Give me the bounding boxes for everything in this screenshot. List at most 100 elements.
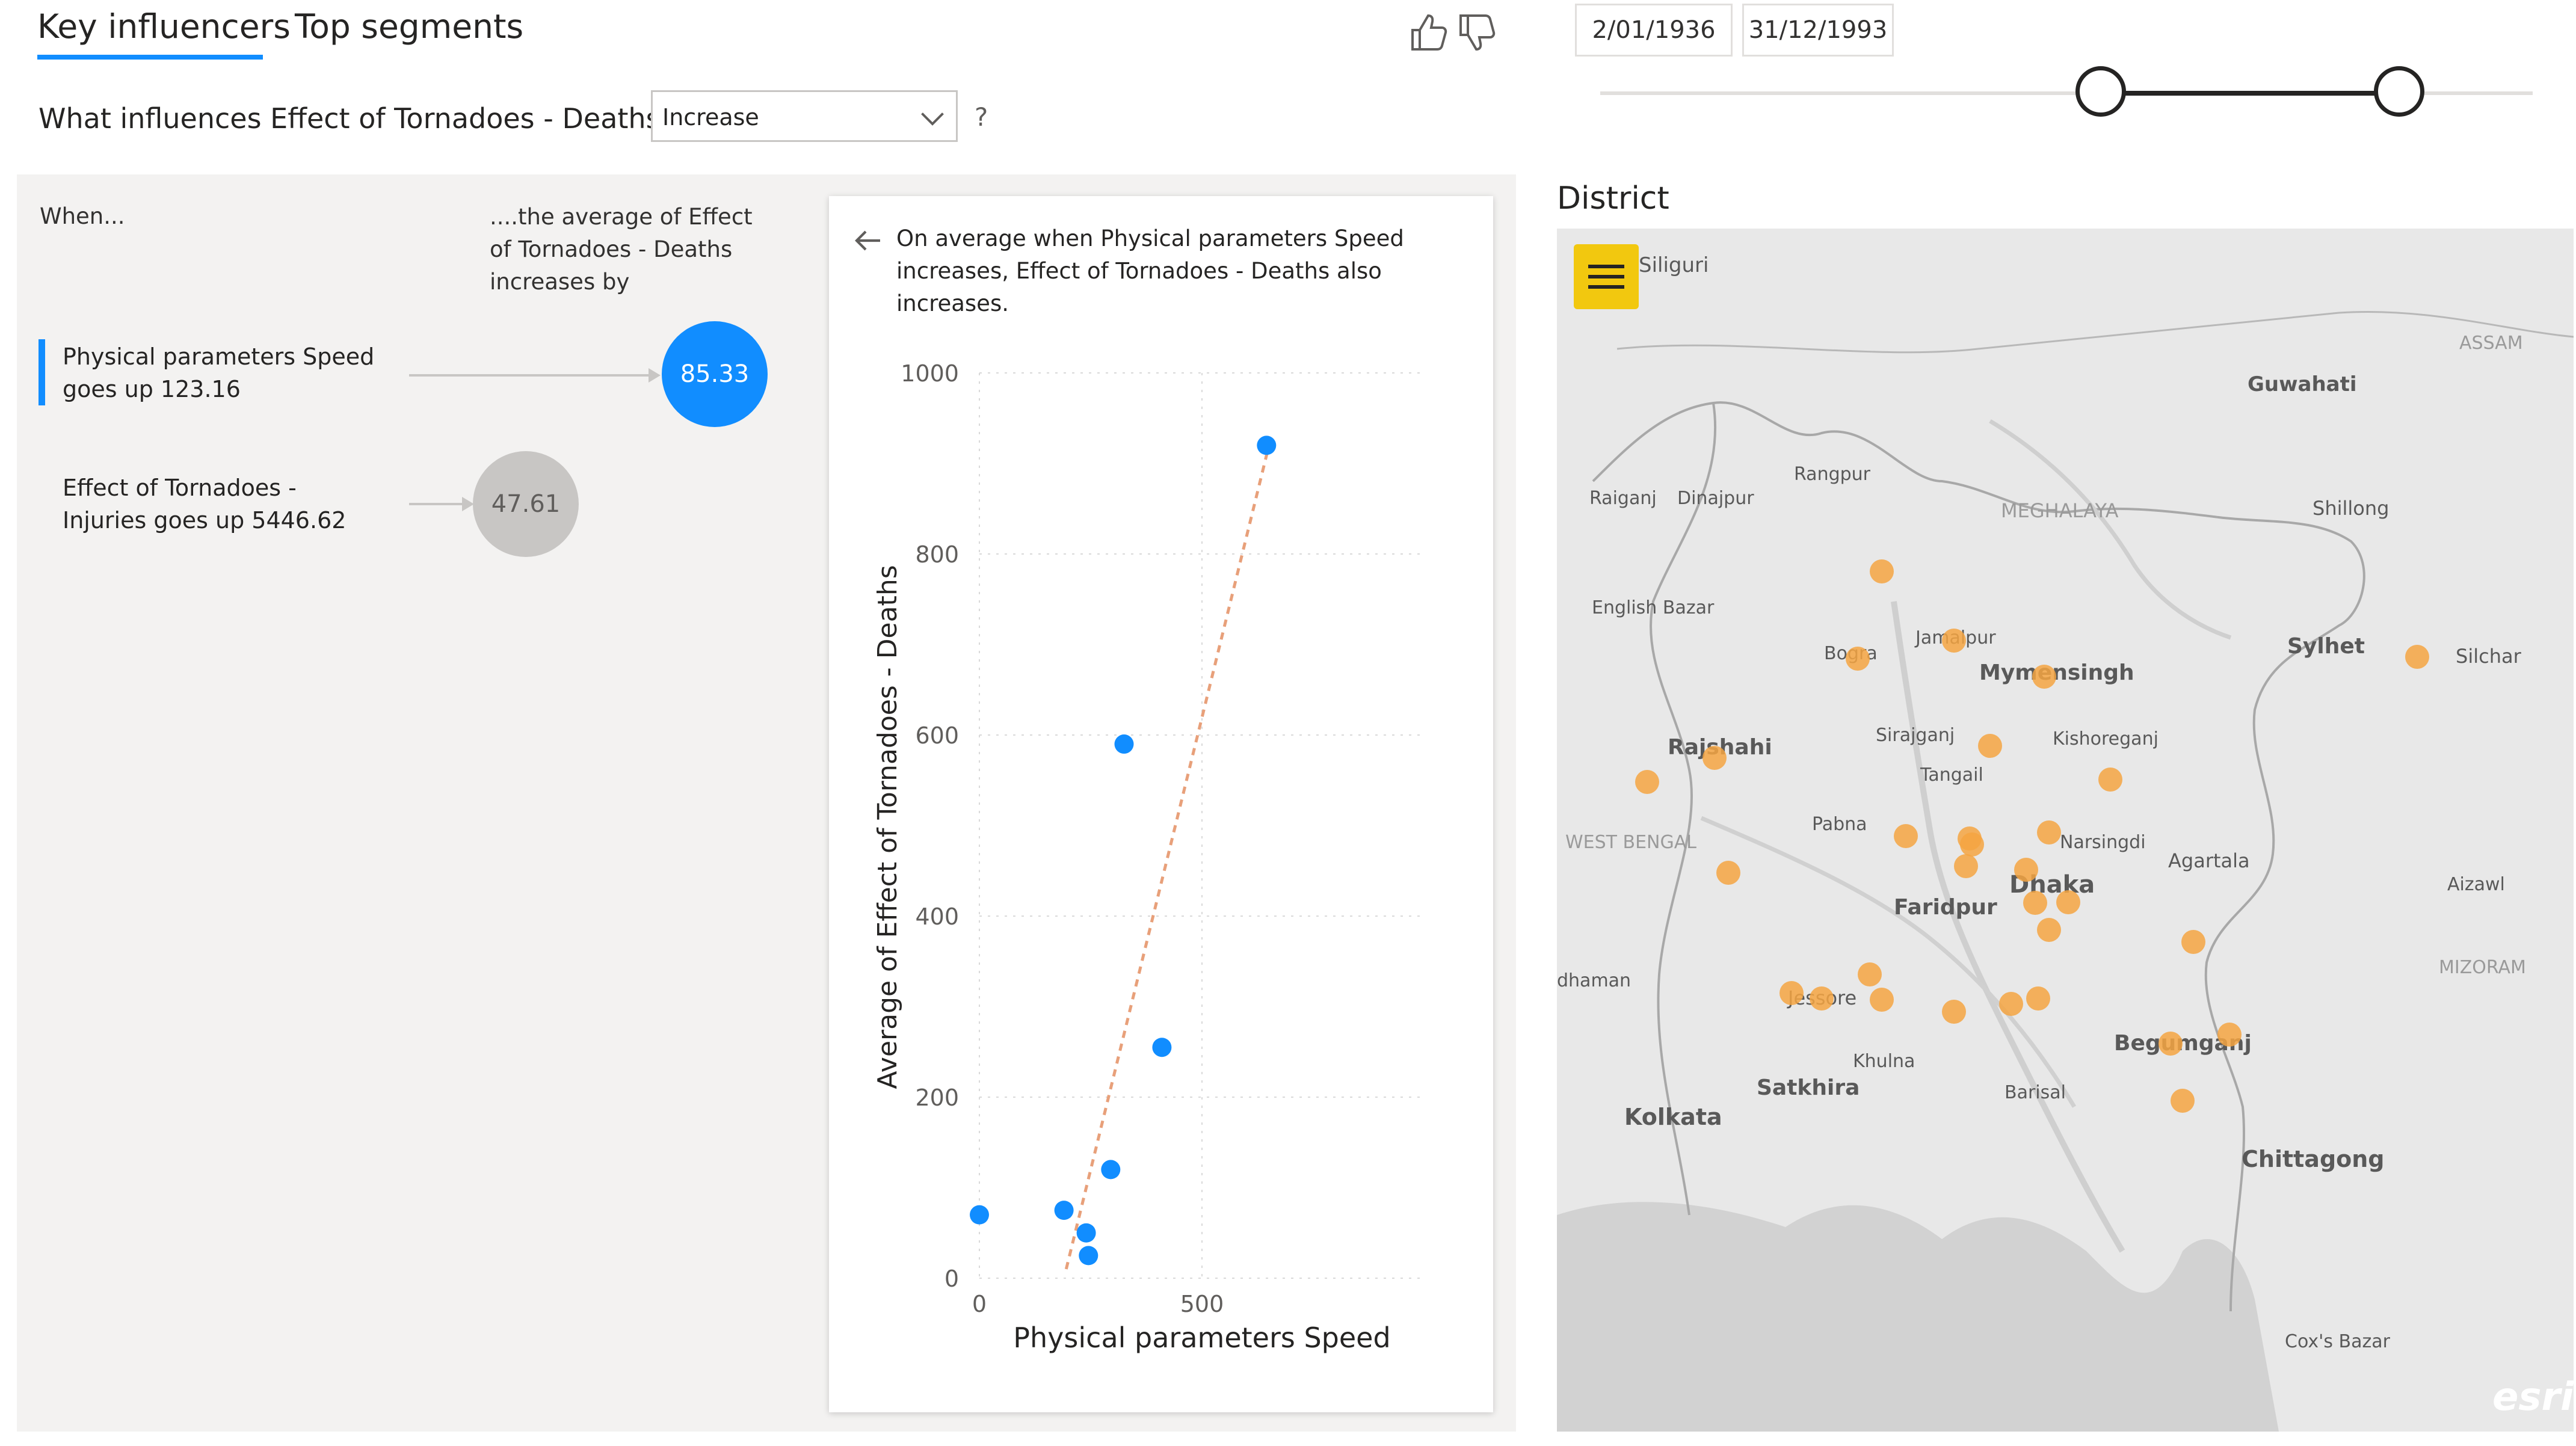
- date-slider-track[interactable]: [1600, 91, 2533, 95]
- speed-deaths-scatter-chart: 0 200 400 600 800 1000 0 500 Physical paramete…: [872, 360, 1425, 1354]
- y-tick-label: 200: [915, 1084, 959, 1111]
- trend-line: [1064, 449, 1269, 1270]
- map-label: Silchar: [2456, 645, 2522, 668]
- map-label: Dinajpur: [1677, 488, 1754, 509]
- district-marker[interactable]: [2171, 1089, 2195, 1113]
- scatter-point: [1054, 1201, 1074, 1220]
- y-axis-label: Average of Effect of Tornadoes - Deaths: [872, 565, 903, 1089]
- back-arrow-icon[interactable]: [849, 223, 886, 259]
- district-marker[interactable]: [1942, 629, 1966, 653]
- date-slider-end-handle[interactable]: [2374, 66, 2424, 117]
- district-marker[interactable]: [2217, 1023, 2242, 1047]
- country-border: [1592, 401, 2365, 1312]
- northern-border: [1616, 310, 2574, 354]
- river-brahmaputra: [1989, 419, 2232, 640]
- chevron-down-icon: [921, 112, 944, 126]
- map-label: Cox's Bazar: [2285, 1331, 2391, 1352]
- map-label: Faridpur: [1894, 895, 1997, 920]
- district-marker[interactable]: [1942, 1000, 1966, 1024]
- y-tick-label: 400: [915, 903, 959, 930]
- map-label: Sirajganj: [1876, 725, 1955, 746]
- district-marker[interactable]: [2405, 645, 2429, 669]
- date-start-input[interactable]: 2/01/1936: [1575, 4, 1733, 57]
- map-label: Mymensingh: [1979, 660, 2134, 685]
- thumbs-up-icon[interactable]: [1405, 8, 1453, 57]
- district-marker[interactable]: [1779, 981, 1804, 1005]
- map-menu-button[interactable]: [1574, 244, 1639, 309]
- scatter-point: [1114, 734, 1134, 754]
- district-marker[interactable]: [2181, 930, 2205, 954]
- x-axis-label: Physical parameters Speed: [1013, 1321, 1390, 1354]
- connector-arrow-icon: [649, 368, 661, 383]
- influence-question: What influences Effect of Tornadoes - De…: [39, 102, 697, 135]
- district-marker[interactable]: [1870, 559, 1894, 583]
- district-marker[interactable]: [1810, 986, 1834, 1011]
- scatter-point: [1076, 1223, 1096, 1243]
- influencer-injuries-bubble[interactable]: 47.61: [473, 451, 579, 557]
- influencer-speed-bubble[interactable]: 85.33: [662, 321, 768, 427]
- tab-top-segments[interactable]: Top segments: [295, 7, 524, 46]
- map-label: English Bazar: [1592, 597, 1715, 618]
- west-border: [1650, 402, 1717, 1216]
- district-marker[interactable]: [2037, 918, 2061, 942]
- influencer-speed-line2: goes up 123.16: [63, 376, 241, 402]
- date-slider-start-handle[interactable]: [2075, 66, 2126, 117]
- map-label: Satkhira: [1757, 1075, 1860, 1100]
- influencer-detail-text: On average when Physical parameters Spee…: [896, 226, 1404, 316]
- influencer-injuries-line1: Effect of Tornadoes -: [63, 475, 297, 501]
- influencer-injuries[interactable]: Effect of Tornadoes - Injuries goes up 5…: [63, 472, 346, 537]
- tab-key-influencers[interactable]: Key influencers: [37, 7, 291, 46]
- scatter-point: [1257, 435, 1277, 455]
- direction-dropdown[interactable]: Increase: [651, 90, 958, 142]
- district-marker[interactable]: [1978, 734, 2002, 758]
- district-map[interactable]: Siliguri ASSAM Guwahati Rangpur Raiganj …: [1557, 229, 2574, 1432]
- x-axis-ticks: 0 500: [972, 1291, 1224, 1317]
- map-label: Aizawl: [2447, 874, 2505, 895]
- scatter-point: [1079, 1246, 1098, 1266]
- district-marker[interactable]: [2158, 1032, 2183, 1056]
- district-marker[interactable]: [1954, 854, 1978, 878]
- district-marker[interactable]: [1960, 832, 1984, 857]
- map-label: MIZORAM: [2439, 957, 2526, 978]
- scatter-point: [1101, 1160, 1121, 1180]
- direction-dropdown-value: Increase: [662, 104, 759, 131]
- district-marker[interactable]: [2014, 858, 2038, 882]
- map-label: Agartala: [2168, 849, 2250, 872]
- influencer-injuries-line2: Injuries goes up 5446.62: [63, 507, 347, 534]
- map-label: Rangpur: [1794, 464, 1871, 485]
- date-slider-range: [2106, 91, 2400, 96]
- help-icon[interactable]: ?: [975, 102, 988, 132]
- district-marker[interactable]: [2026, 986, 2050, 1011]
- y-axis-ticks: 0 200 400 600 800 1000: [901, 360, 959, 1292]
- bay-of-bengal: [1557, 1202, 2279, 1432]
- scatter-points: [970, 435, 1277, 1266]
- map-label: Pabna: [1812, 814, 1867, 835]
- influencer-speed[interactable]: Physical parameters Speed goes up 123.16: [63, 340, 374, 405]
- influencer-speed-connector: [409, 374, 650, 377]
- map-label: Khulna: [1853, 1051, 1915, 1072]
- map-label: MEGHALAYA: [2001, 499, 2119, 522]
- district-marker[interactable]: [1702, 746, 1727, 770]
- district-markers[interactable]: [1635, 559, 2429, 1113]
- map-label: Kolkata: [1624, 1104, 1722, 1130]
- map-label: Shillong: [2313, 497, 2389, 520]
- esri-logo: esri: [2492, 1375, 2574, 1420]
- district-marker[interactable]: [2037, 820, 2061, 845]
- x-tick-label: 0: [972, 1291, 987, 1317]
- district-marker[interactable]: [1870, 988, 1894, 1012]
- district-marker[interactable]: [1716, 861, 1740, 885]
- district-marker[interactable]: [2056, 890, 2080, 914]
- district-marker[interactable]: [2098, 768, 2122, 792]
- district-marker[interactable]: [1894, 824, 1918, 848]
- thumbs-down-icon[interactable]: [1453, 8, 1502, 57]
- map-label: Guwahati: [2248, 372, 2357, 396]
- date-end-input[interactable]: 31/12/1993: [1742, 4, 1894, 57]
- district-marker[interactable]: [1999, 992, 2023, 1016]
- district-marker[interactable]: [2032, 665, 2056, 689]
- map-label: Siliguri: [1639, 253, 1709, 277]
- district-marker[interactable]: [1846, 647, 1870, 671]
- district-marker[interactable]: [2023, 891, 2047, 915]
- y-tick-label: 800: [915, 541, 959, 568]
- district-marker[interactable]: [1635, 770, 1659, 794]
- district-marker[interactable]: [1858, 962, 1882, 986]
